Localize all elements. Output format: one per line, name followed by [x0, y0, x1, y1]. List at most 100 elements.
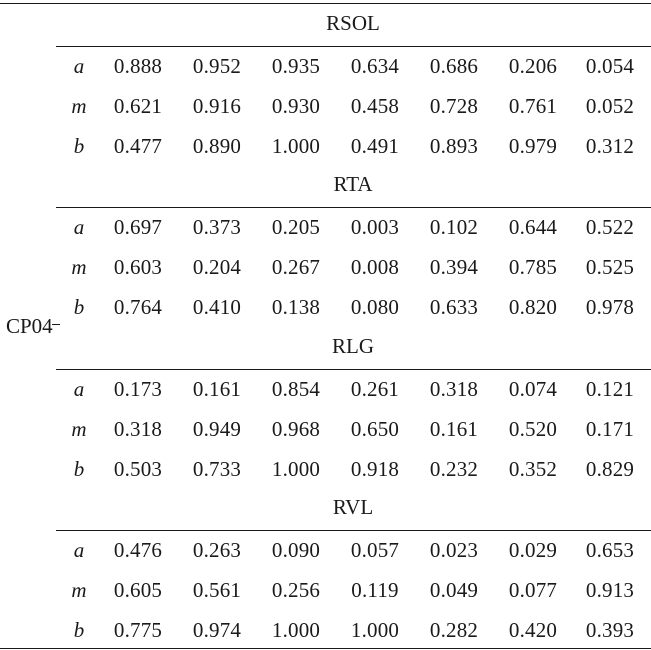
table-cell: 0.410 — [192, 295, 242, 319]
table-cell: 0.634 — [350, 54, 400, 78]
table-cell: 0.686 — [429, 54, 479, 78]
table-cell: 0.029 — [508, 538, 558, 562]
table-cell: 0.820 — [508, 295, 558, 319]
table-cell: 0.974 — [192, 618, 242, 642]
table-cell: 0.394 — [429, 255, 479, 279]
table-cell: 0.952 — [192, 54, 242, 78]
table-cell: 0.653 — [585, 538, 635, 562]
section-title: RLG — [332, 334, 374, 358]
section-title: RSOL — [326, 11, 380, 35]
table-cell: 0.352 — [508, 457, 558, 481]
table-cell: 0.074 — [508, 377, 558, 401]
table-cell: 0.049 — [429, 578, 479, 602]
table-cell: 0.916 — [192, 94, 242, 118]
row-label: a — [73, 377, 85, 401]
row-label: a — [73, 54, 85, 78]
side-label: CP04 — [6, 314, 53, 338]
table-cell: 1.000 — [271, 134, 321, 158]
row-label: b — [73, 618, 85, 642]
row-label: b — [73, 134, 85, 158]
row-label: m — [71, 417, 87, 441]
table-cell: 0.525 — [585, 255, 635, 279]
table-cell: 0.052 — [585, 94, 635, 118]
table-cell: 0.621 — [113, 94, 163, 118]
section-title: RTA — [333, 172, 373, 196]
table-cell: 0.477 — [113, 134, 163, 158]
table-cell: 0.633 — [429, 295, 479, 319]
table-cell: 0.102 — [429, 215, 479, 239]
table-cell: 0.491 — [350, 134, 400, 158]
table-cell: 0.206 — [508, 54, 558, 78]
table-cell: 0.077 — [508, 578, 558, 602]
table-cell: 0.054 — [585, 54, 635, 78]
table-cell: 0.318 — [113, 417, 163, 441]
table-cell: 0.522 — [585, 215, 635, 239]
table-cell: 0.057 — [350, 538, 400, 562]
table-cell: 0.420 — [508, 618, 558, 642]
table-cell: 0.785 — [508, 255, 558, 279]
table-cell: 0.935 — [271, 54, 321, 78]
table-cell: 0.761 — [508, 94, 558, 118]
table-cell: 0.890 — [192, 134, 242, 158]
table-cell: 0.205 — [271, 215, 321, 239]
row-label: m — [71, 94, 87, 118]
table-cell: 0.458 — [350, 94, 400, 118]
table-cell: 0.318 — [429, 377, 479, 401]
table-cell: 0.913 — [585, 578, 635, 602]
table-cell: 0.520 — [508, 417, 558, 441]
table-cell: 1.000 — [271, 618, 321, 642]
table-cell: 0.282 — [429, 618, 479, 642]
table-cell: 0.121 — [585, 377, 635, 401]
table-cell: 0.138 — [271, 295, 321, 319]
table-cell: 1.000 — [271, 457, 321, 481]
table-cell: 1.000 — [350, 618, 400, 642]
table-cell: 0.605 — [113, 578, 163, 602]
bottom-rule — [0, 648, 651, 649]
section-rule — [56, 46, 651, 47]
table-cell: 0.312 — [585, 134, 635, 158]
table-cell: 0.003 — [350, 215, 400, 239]
table-cell: 0.733 — [192, 457, 242, 481]
table-cell: 0.263 — [192, 538, 242, 562]
table-cell: 0.644 — [508, 215, 558, 239]
section-rule — [56, 369, 651, 370]
table-cell: 0.023 — [429, 538, 479, 562]
table-cell: 0.979 — [508, 134, 558, 158]
row-label: a — [73, 215, 85, 239]
table-cell: 0.476 — [113, 538, 163, 562]
table-cell: 0.119 — [351, 578, 399, 602]
table-cell: 0.829 — [585, 457, 635, 481]
table-cell: 0.267 — [271, 255, 321, 279]
table-cell: 0.232 — [429, 457, 479, 481]
table-cell: 0.161 — [429, 417, 479, 441]
table-cell: 0.888 — [113, 54, 163, 78]
table-cell: 0.204 — [192, 255, 242, 279]
table-cell: 0.764 — [113, 295, 163, 319]
table-cell: 0.949 — [192, 417, 242, 441]
table-cell: 0.697 — [113, 215, 163, 239]
table-cell: 0.561 — [192, 578, 242, 602]
table-cell: 0.930 — [271, 94, 321, 118]
top-rule — [0, 3, 651, 4]
row-label: m — [71, 255, 87, 279]
table-cell: 0.918 — [350, 457, 400, 481]
table-cell: 0.978 — [585, 295, 635, 319]
table-cell: 0.173 — [113, 377, 163, 401]
table-cell: 0.008 — [350, 255, 400, 279]
cp04-rule — [52, 324, 60, 325]
table-cell: 0.503 — [113, 457, 163, 481]
table-cell: 0.261 — [350, 377, 400, 401]
table-cell: 0.393 — [585, 618, 635, 642]
section-title: RVL — [332, 495, 374, 519]
table-cell: 0.775 — [113, 618, 163, 642]
table-cell: 0.161 — [192, 377, 242, 401]
row-label: m — [71, 578, 87, 602]
table-cell: 0.256 — [271, 578, 321, 602]
section-rule — [56, 207, 651, 208]
table-cell: 0.728 — [429, 94, 479, 118]
table-cell: 0.968 — [271, 417, 321, 441]
table-cell: 0.080 — [350, 295, 400, 319]
section-rule — [56, 530, 651, 531]
table-cell: 0.603 — [113, 255, 163, 279]
